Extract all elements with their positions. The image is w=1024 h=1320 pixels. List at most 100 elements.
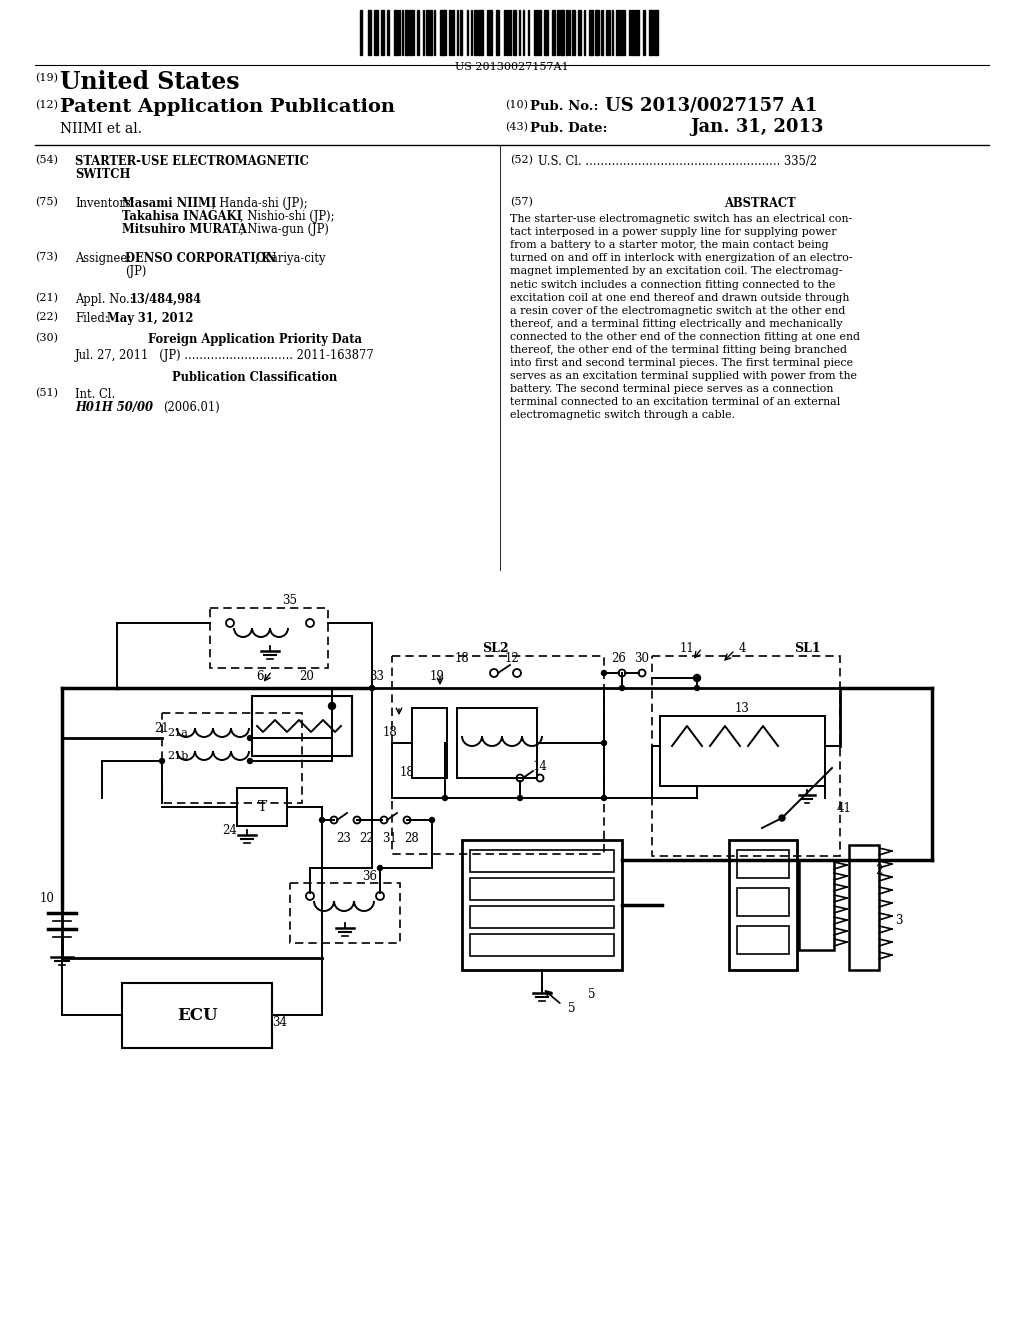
Bar <box>122 983 272 1048</box>
Circle shape <box>429 817 434 822</box>
Bar <box>552 11 555 55</box>
Bar <box>392 656 604 854</box>
Text: Takahisa INAGAKI: Takahisa INAGAKI <box>122 210 242 223</box>
Text: SL1: SL1 <box>794 642 820 655</box>
Text: tact interposed in a power supply line for supplying power: tact interposed in a power supply line f… <box>510 227 837 238</box>
Text: Pub. No.:: Pub. No.: <box>530 100 598 114</box>
Text: 36: 36 <box>362 870 378 883</box>
Bar <box>535 11 538 55</box>
Bar <box>450 11 451 55</box>
Bar <box>452 11 455 55</box>
Bar <box>440 11 445 55</box>
Text: ECU: ECU <box>177 1006 217 1023</box>
Circle shape <box>370 685 375 690</box>
Bar <box>461 11 462 55</box>
Bar <box>522 11 524 55</box>
Text: (12): (12) <box>35 100 58 111</box>
Circle shape <box>329 702 336 710</box>
Text: netic switch includes a connection fitting connected to the: netic switch includes a connection fitti… <box>510 280 836 289</box>
Bar <box>423 11 424 55</box>
Circle shape <box>378 866 383 870</box>
Circle shape <box>601 796 606 800</box>
Text: 3: 3 <box>895 913 903 927</box>
Text: Masami NIIMI: Masami NIIMI <box>122 197 216 210</box>
Bar <box>467 11 468 55</box>
Text: 4: 4 <box>738 642 745 655</box>
Bar <box>406 11 408 55</box>
Bar <box>584 11 585 55</box>
Bar <box>654 11 657 55</box>
Bar <box>629 11 630 55</box>
Bar <box>566 11 567 55</box>
Bar <box>737 927 790 954</box>
Text: 33: 33 <box>370 669 384 682</box>
Bar <box>457 708 537 777</box>
Bar <box>470 850 614 873</box>
Circle shape <box>779 814 785 821</box>
Circle shape <box>442 796 447 800</box>
Text: turned on and off in interlock with energization of an electro-: turned on and off in interlock with ener… <box>510 253 853 263</box>
Text: 30: 30 <box>635 652 649 664</box>
Bar <box>399 11 400 55</box>
Bar <box>237 788 287 826</box>
Bar <box>612 11 613 55</box>
Text: Publication Classification: Publication Classification <box>172 371 338 384</box>
Text: 21a: 21a <box>167 729 187 738</box>
Text: 41: 41 <box>837 801 851 814</box>
Bar <box>474 11 477 55</box>
Bar <box>589 11 593 55</box>
Text: (JP): (JP) <box>125 265 146 279</box>
Bar <box>470 878 614 900</box>
Bar <box>560 11 564 55</box>
Text: Int. Cl.: Int. Cl. <box>75 388 116 401</box>
Text: H01H 50/00: H01H 50/00 <box>75 401 153 414</box>
Bar <box>608 11 609 55</box>
Text: 6: 6 <box>256 669 264 682</box>
Text: terminal connected to an excitation terminal of an external: terminal connected to an excitation term… <box>510 397 841 408</box>
Text: 5: 5 <box>568 1002 575 1015</box>
Text: thereof, the other end of the terminal fitting being branched: thereof, the other end of the terminal f… <box>510 345 847 355</box>
Text: (30): (30) <box>35 333 58 343</box>
Circle shape <box>319 817 325 822</box>
Bar <box>430 11 432 55</box>
Bar <box>434 11 435 55</box>
Text: ABSTRACT: ABSTRACT <box>724 197 796 210</box>
Bar <box>643 11 645 55</box>
Bar <box>210 609 328 668</box>
Text: 14: 14 <box>532 759 548 772</box>
Text: 18: 18 <box>399 767 414 780</box>
Text: (57): (57) <box>510 197 532 207</box>
Bar <box>737 850 790 878</box>
Bar <box>462 840 622 970</box>
Circle shape <box>517 796 522 800</box>
Bar <box>487 11 493 55</box>
Text: May 31, 2012: May 31, 2012 <box>106 312 194 325</box>
Circle shape <box>601 671 606 676</box>
Text: Pub. Date:: Pub. Date: <box>530 121 607 135</box>
Text: 24: 24 <box>222 825 237 837</box>
Bar <box>849 845 879 970</box>
Text: battery. The second terminal piece serves as a connection: battery. The second terminal piece serve… <box>510 384 834 395</box>
Bar <box>595 11 599 55</box>
Bar <box>470 935 614 956</box>
Text: 21b: 21b <box>167 751 188 762</box>
Bar <box>578 11 582 55</box>
Text: (73): (73) <box>35 252 58 263</box>
Text: Jan. 31, 2013: Jan. 31, 2013 <box>690 117 823 136</box>
Text: Appl. No.:: Appl. No.: <box>75 293 133 306</box>
Text: (22): (22) <box>35 312 58 322</box>
Bar <box>569 11 570 55</box>
Text: T: T <box>257 800 266 814</box>
Bar <box>571 11 575 55</box>
Text: 35: 35 <box>283 594 298 607</box>
Text: (21): (21) <box>35 293 58 304</box>
Text: 23: 23 <box>337 832 351 845</box>
Bar <box>290 883 400 942</box>
Text: United States: United States <box>60 70 240 94</box>
Bar <box>557 11 559 55</box>
Bar <box>623 11 625 55</box>
Text: Assignee:: Assignee: <box>75 252 131 265</box>
Bar <box>417 11 419 55</box>
Text: (19): (19) <box>35 73 58 83</box>
Bar <box>652 656 840 855</box>
